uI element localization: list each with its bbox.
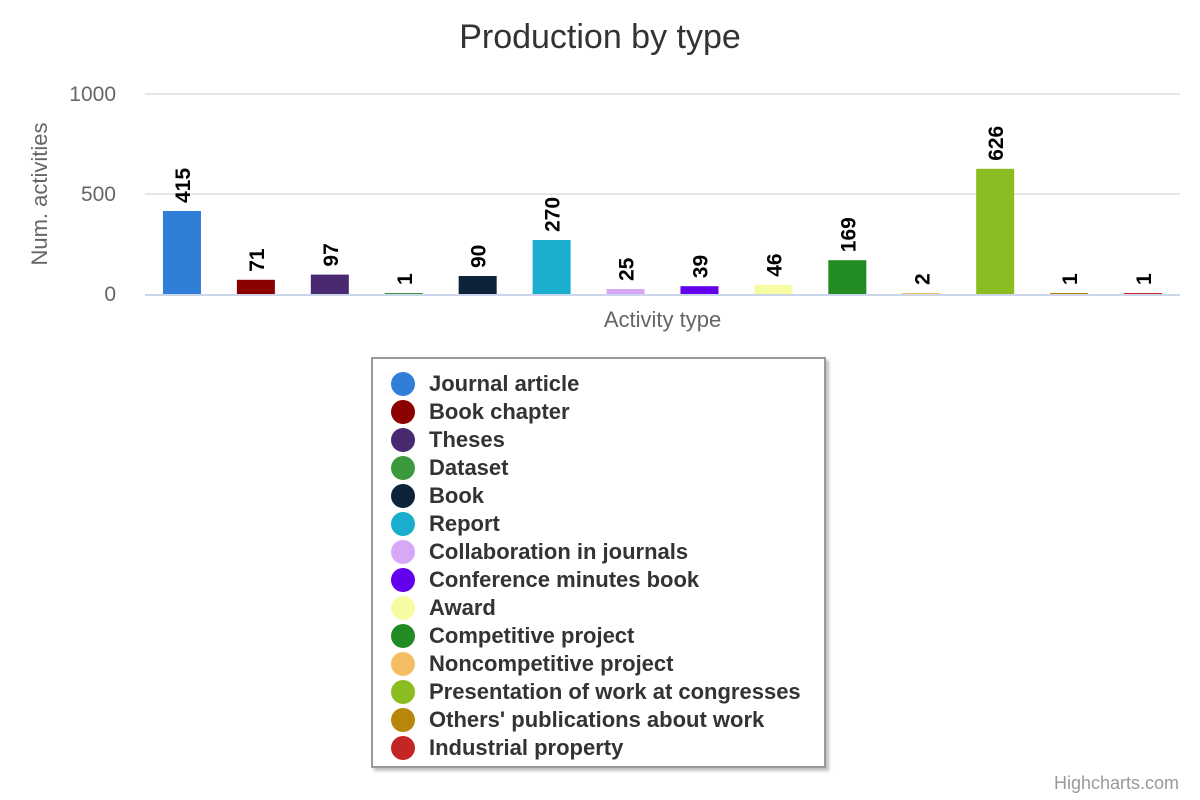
legend-marker-icon [391,624,415,648]
bars [162,168,1163,294]
bar-journal-article[interactable] [162,211,201,294]
legend-marker-icon [391,568,415,592]
legend-item[interactable]: Noncompetitive project [391,650,824,678]
legend-label: Award [429,595,496,620]
credits-link[interactable]: Highcharts.com [1053,773,1179,793]
bar-book[interactable] [458,276,497,294]
legend-label: Theses [429,427,505,452]
legend-label: Dataset [429,455,509,480]
legend-item[interactable]: Book chapter [391,398,824,426]
legend-item[interactable]: Conference minutes book [391,566,824,594]
legend-label: Noncompetitive project [429,651,674,676]
legend-marker-icon [391,512,415,536]
data-label: 2 [911,273,934,285]
legend-marker-icon [391,652,415,676]
chart-title: Production by type [459,18,741,56]
legend-label: Report [429,511,500,536]
bar-award[interactable] [754,284,793,294]
y-tick-label: 0 [104,283,116,306]
legend-marker-icon [391,484,415,508]
legend-marker-icon [391,736,415,760]
data-label: 626 [985,126,1008,161]
data-label: 90 [468,245,491,268]
legend-item[interactable]: Theses [391,426,824,454]
legend-item[interactable]: Journal article [391,370,824,398]
data-label: 97 [320,243,343,266]
legend-item[interactable]: Competitive project [391,622,824,650]
bar-dataset[interactable] [384,293,423,294]
legend-label: Book [429,483,484,508]
legend-item[interactable]: Report [391,510,824,538]
data-label: 270 [542,197,565,232]
y-tick-label: 500 [81,183,116,206]
data-label: 71 [246,248,269,272]
x-axis-title: Activity type [604,307,721,332]
bar-noncompetitive-project[interactable] [902,293,941,294]
bar-collaboration-in-journals[interactable] [606,289,645,294]
legend-label: Presentation of work at congresses [429,679,801,704]
legend-item[interactable]: Book [391,482,824,510]
y-tick-label: 1000 [69,83,116,106]
data-label: 1 [1133,273,1156,285]
legend-marker-icon [391,400,415,424]
bar-book-chapter[interactable] [236,279,275,294]
legend-label: Book chapter [429,399,570,424]
bar-presentation-of-work-at-congresses[interactable] [976,168,1015,294]
data-label: 39 [689,255,712,278]
legend: Journal article Book chapter Theses Dataset… [371,357,826,768]
legend-label: Industrial property [429,735,624,760]
bar-conference-minutes-book[interactable] [680,286,719,294]
legend-item[interactable]: Dataset [391,454,824,482]
data-labels: 415 71 97 1 90 270 25 39 46 169 2 626 1 1 [172,126,1156,285]
legend-label: Competitive project [429,623,635,648]
legend-item[interactable]: Industrial property [391,734,824,762]
bar-theses[interactable] [310,274,349,294]
bar-competitive-project[interactable] [828,260,867,294]
legend-item[interactable]: Collaboration in journals [391,538,824,566]
bar-others-publications-about-work[interactable] [1050,293,1089,294]
legend-marker-icon [391,708,415,732]
legend-marker-icon [391,596,415,620]
bar-report[interactable] [532,240,571,294]
y-axis-title: Num. activities [27,122,52,265]
data-label: 1 [1059,273,1082,285]
legend-marker-icon [391,456,415,480]
legend-item[interactable]: Presentation of work at congresses [391,678,824,706]
legend-label: Collaboration in journals [429,539,689,564]
legend-label: Journal article [429,371,580,396]
legend-label: Conference minutes book [429,567,700,592]
data-label: 169 [837,217,860,252]
legend-item[interactable]: Award [391,594,824,622]
legend-marker-icon [391,540,415,564]
legend-marker-icon [391,680,415,704]
legend-label: Others' publications about work [429,707,765,732]
legend-marker-icon [391,428,415,452]
bar-industrial-property[interactable] [1124,293,1163,294]
data-label: 415 [172,168,195,203]
data-label: 25 [616,257,639,281]
gridlines [145,93,1180,195]
data-label: 46 [763,253,786,276]
y-axis-ticks: 0 500 1000 [69,83,116,306]
legend-marker-icon [391,372,415,396]
data-label: 1 [394,273,417,285]
legend-item[interactable]: Others' publications about work [391,706,824,734]
